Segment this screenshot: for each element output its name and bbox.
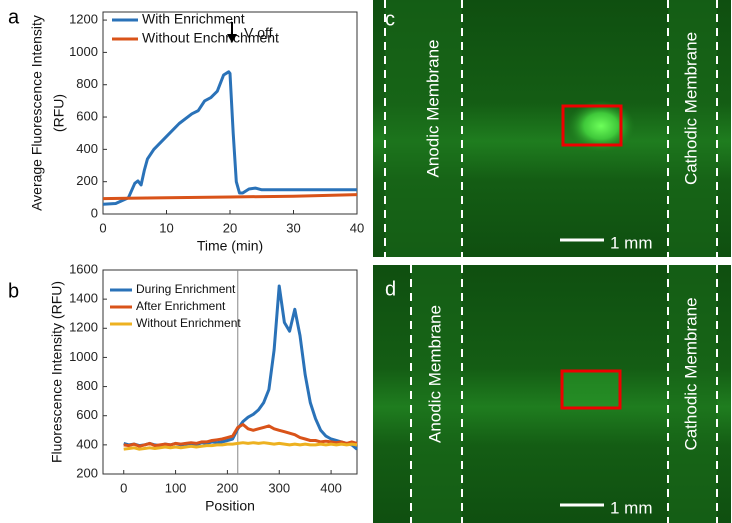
panel-label: b (8, 280, 19, 302)
x-tick-label: 20 (223, 220, 237, 235)
y-axis-label: Fluorescence Intensity (RFU) (49, 281, 65, 463)
fluorescent-spot (567, 100, 635, 152)
line-series (102, 193, 358, 201)
membrane-label: Cathodic Membrane (681, 32, 700, 185)
y-tick-label: 1400 (69, 291, 98, 306)
x-tick-label: 0 (120, 480, 127, 495)
y-tick-label: 1000 (69, 349, 98, 364)
legend-label: Without Enchrichment (142, 30, 279, 46)
y-tick-label: 1600 (69, 261, 98, 276)
x-tick-label: 40 (350, 220, 364, 235)
line-series (102, 70, 357, 206)
y-axis-label: (RFU) (51, 94, 67, 132)
membrane-label: Cathodic Membrane (681, 297, 700, 450)
y-tick-label: 600 (76, 407, 98, 422)
region-box (561, 104, 623, 147)
y-tick-label: 800 (76, 378, 98, 393)
x-tick-label: 100 (165, 480, 187, 495)
x-tick-label: 10 (159, 220, 173, 235)
membrane-label: Anodic Membrane (425, 305, 444, 443)
region-box (560, 369, 622, 410)
y-tick-label: 200 (76, 465, 98, 480)
y-tick-label: 600 (76, 108, 98, 123)
y-tick-label: 1200 (69, 12, 98, 27)
y-tick-label: 200 (76, 173, 98, 188)
y-tick-label: 1200 (69, 320, 98, 335)
y-tick-label: 0 (91, 205, 98, 220)
line-series (123, 423, 358, 448)
membrane-region (385, 0, 462, 257)
micrograph: Anodic Membrane Cathodic Membrane c 1 mm (373, 0, 731, 257)
y-tick-label: 1000 (69, 44, 98, 59)
legend-label: After Enrichment (136, 299, 226, 313)
y-tick-label: 400 (76, 436, 98, 451)
x-tick-label: 30 (286, 220, 300, 235)
fluorescent-spot (562, 371, 620, 408)
x-tick-label: 0 (99, 220, 106, 235)
annotation: V off (244, 25, 273, 41)
plot-area (102, 11, 358, 215)
scale-label: 1 mm (610, 233, 653, 252)
x-tick-label: 200 (217, 480, 239, 495)
legend-label: Without Enrichment (136, 316, 241, 330)
panel-label: a (8, 6, 20, 28)
membrane-region (668, 0, 717, 257)
x-tick-label: 400 (320, 480, 342, 495)
membrane-region (668, 265, 717, 523)
membrane-label: Anodic Membrane (423, 40, 442, 178)
x-tick-label: 300 (268, 480, 290, 495)
legend-label: With Enrichment (142, 11, 245, 27)
scale-label: 1 mm (610, 498, 653, 517)
line-series (123, 441, 358, 451)
x-axis-label: Time (min) (197, 238, 263, 254)
micrograph: Anodic Membrane Cathodic Membrane d 1 mm (373, 265, 731, 523)
x-axis-label: Position (205, 498, 255, 514)
membrane-region (411, 265, 462, 523)
y-tick-label: 400 (76, 141, 98, 156)
annotation-arrowhead (227, 34, 237, 43)
panel-label: d (385, 278, 396, 300)
y-axis-label: Average Fluorescence Intensity (29, 15, 45, 211)
legend-label: During Enrichment (136, 282, 236, 296)
panel-label: c (385, 8, 395, 30)
y-tick-label: 800 (76, 76, 98, 91)
